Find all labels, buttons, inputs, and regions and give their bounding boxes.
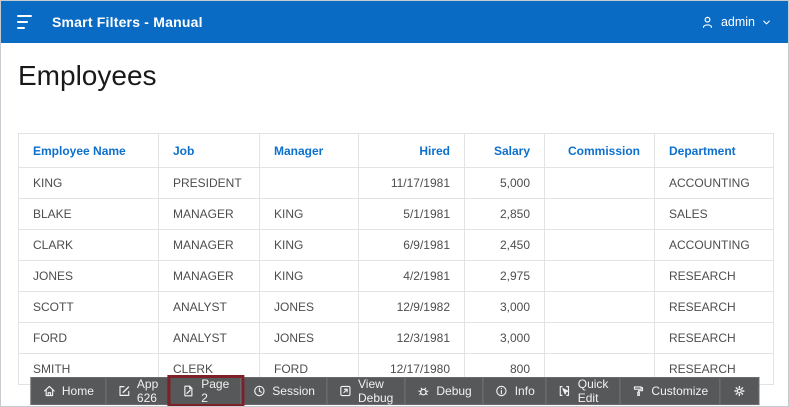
toolbar-item-label: Home — [61, 384, 94, 398]
page-content: Employees Employee Name Job Manager Hired Sa… — [1, 58, 788, 385]
table-row: JONES MANAGER KING 4/2/1981 2,975 RESEARCH — [18, 260, 774, 292]
table-cell: 5,000 — [464, 167, 545, 199]
info-icon — [495, 384, 509, 398]
toolbar-item-app-626[interactable]: App 626 — [106, 377, 171, 405]
column-header-commission[interactable]: Commission — [544, 133, 655, 168]
table-cell: 2,850 — [464, 198, 545, 230]
table-cell: KING — [259, 198, 359, 230]
toolbar-item-quick-edit[interactable]: Quick Edit — [547, 377, 621, 405]
table-cell — [544, 260, 655, 292]
table-cell: RESEARCH — [654, 322, 774, 354]
user-name: admin — [720, 15, 755, 29]
employees-report-table: Employee Name Job Manager Hired Salary Commis… — [18, 133, 774, 385]
developer-toolbar: Home App 626 Page 2 Session View Debug Debug I… — [29, 377, 760, 405]
toolbar-item-label: Info — [514, 384, 535, 398]
table-cell: MANAGER — [158, 260, 260, 292]
app-title: Smart Filters - Manual — [52, 14, 203, 30]
toolbar-item-page-2[interactable]: Page 2 — [170, 377, 242, 405]
table-cell: ACCOUNTING — [654, 229, 774, 261]
table-cell: 12/3/1981 — [358, 322, 465, 354]
table-cell: 11/17/1981 — [358, 167, 465, 199]
table-cell — [544, 322, 655, 354]
toolbar-item-settings[interactable] — [720, 378, 758, 404]
table-body: KING PRESIDENT 11/17/1981 5,000 ACCOUNTING BL… — [18, 167, 774, 385]
toolbar-item-label: Customize — [651, 384, 709, 398]
table-cell: BLAKE — [18, 198, 159, 230]
toolbar-item-label: Page 2 — [201, 377, 230, 405]
table-cell: PRESIDENT — [158, 167, 260, 199]
table-cell: FORD — [18, 322, 159, 354]
toolbar-item-debug[interactable]: Debug — [405, 378, 484, 404]
table-cell: JONES — [18, 260, 159, 292]
page-icon — [181, 384, 195, 398]
table-row: KING PRESIDENT 11/17/1981 5,000 ACCOUNTING — [18, 167, 774, 199]
table-cell: KING — [259, 229, 359, 261]
table-row: SMITH CLERK FORD 12/17/1980 800 RESEARCH — [18, 353, 774, 385]
table-row: CLARK MANAGER KING 6/9/1981 2,450 ACCOUNTING — [18, 229, 774, 261]
table-cell: KING — [18, 167, 159, 199]
table-cell: RESEARCH — [654, 291, 774, 323]
toolbar-item-home[interactable]: Home — [31, 378, 106, 404]
column-header-manager[interactable]: Manager — [259, 133, 359, 168]
column-header-salary[interactable]: Salary — [464, 133, 545, 168]
table-cell: JONES — [259, 291, 359, 323]
debug-icon — [416, 384, 430, 398]
column-header-job[interactable]: Job — [158, 133, 260, 168]
app-header-bar: Smart Filters - Manual admin — [1, 1, 788, 43]
page-title: Employees — [18, 60, 157, 91]
quick-edit-icon — [558, 384, 572, 398]
table-cell: 2,975 — [464, 260, 545, 292]
user-icon — [700, 15, 715, 30]
table-cell: 3,000 — [464, 291, 545, 323]
table-cell — [544, 198, 655, 230]
edit-app-icon — [117, 384, 131, 398]
table-cell: ACCOUNTING — [654, 167, 774, 199]
table-row: FORD ANALYST JONES 12/3/1981 3,000 RESEARCH — [18, 322, 774, 354]
column-header-department[interactable]: Department — [654, 133, 774, 168]
table-cell: RESEARCH — [654, 260, 774, 292]
toolbar-item-label: Debug — [436, 384, 472, 398]
toolbar-item-view-debug[interactable]: View Debug — [327, 377, 406, 405]
table-cell: 2,450 — [464, 229, 545, 261]
table-cell: 6/9/1981 — [358, 229, 465, 261]
nav-menu-icon[interactable] — [17, 15, 35, 29]
table-cell: KING — [259, 260, 359, 292]
toolbar-item-label: Quick Edit — [577, 377, 609, 405]
customize-icon — [631, 384, 645, 398]
column-header-hired[interactable]: Hired — [358, 133, 465, 168]
table-cell: 5/1/1981 — [358, 198, 465, 230]
view-debug-icon — [338, 384, 352, 398]
user-menu[interactable]: admin — [700, 15, 772, 30]
table-header-row: Employee Name Job Manager Hired Salary Commis… — [18, 133, 774, 168]
column-header-employee-name[interactable]: Employee Name — [18, 133, 159, 168]
table-cell — [544, 291, 655, 323]
table-cell: ANALYST — [158, 322, 260, 354]
toolbar-item-customize[interactable]: Customize — [620, 378, 721, 404]
gear-icon — [732, 384, 746, 398]
table-cell: 4/2/1981 — [358, 260, 465, 292]
table-row: SCOTT ANALYST JONES 12/9/1982 3,000 RESEARCH — [18, 291, 774, 323]
table-row: BLAKE MANAGER KING 5/1/1981 2,850 SALES — [18, 198, 774, 230]
toolbar-item-label: View Debug — [357, 377, 394, 405]
table-cell: SCOTT — [18, 291, 159, 323]
table-cell: ANALYST — [158, 291, 260, 323]
session-icon — [252, 384, 266, 398]
chevron-down-icon — [761, 17, 772, 28]
toolbar-item-info[interactable]: Info — [484, 378, 547, 404]
table-cell — [544, 229, 655, 261]
table-cell: MANAGER — [158, 198, 260, 230]
toolbar-item-label: Session — [272, 384, 315, 398]
table-cell: MANAGER — [158, 229, 260, 261]
home-icon — [42, 384, 56, 398]
table-cell: 12/9/1982 — [358, 291, 465, 323]
toolbar-item-label: App 626 — [136, 377, 159, 405]
table-cell: SALES — [654, 198, 774, 230]
table-cell — [544, 167, 655, 199]
toolbar-item-session[interactable]: Session — [241, 378, 327, 404]
table-cell — [259, 167, 359, 199]
table-cell: 3,000 — [464, 322, 545, 354]
table-cell: JONES — [259, 322, 359, 354]
table-cell: CLARK — [18, 229, 159, 261]
